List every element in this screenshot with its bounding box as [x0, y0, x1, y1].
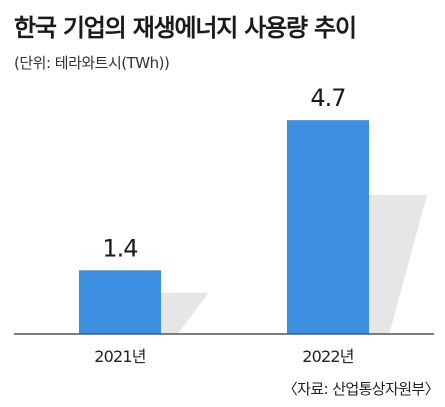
source-note: 〈자료: 산업통상자원부〉	[282, 380, 440, 398]
bar-shadow	[161, 292, 209, 334]
chart-title: 한국 기업의 재생에너지 사용량 추이	[14, 14, 357, 42]
x-tick-label: 2021년	[94, 347, 146, 366]
bar-shadow	[369, 194, 427, 334]
unit-label: (단위: 테라와트시(TWh))	[14, 54, 170, 72]
data-label: 1.4	[102, 234, 137, 262]
x-tick-label: 2022년	[302, 347, 354, 366]
data-label: 4.7	[310, 84, 345, 112]
bar	[287, 120, 369, 335]
bar	[79, 270, 161, 334]
